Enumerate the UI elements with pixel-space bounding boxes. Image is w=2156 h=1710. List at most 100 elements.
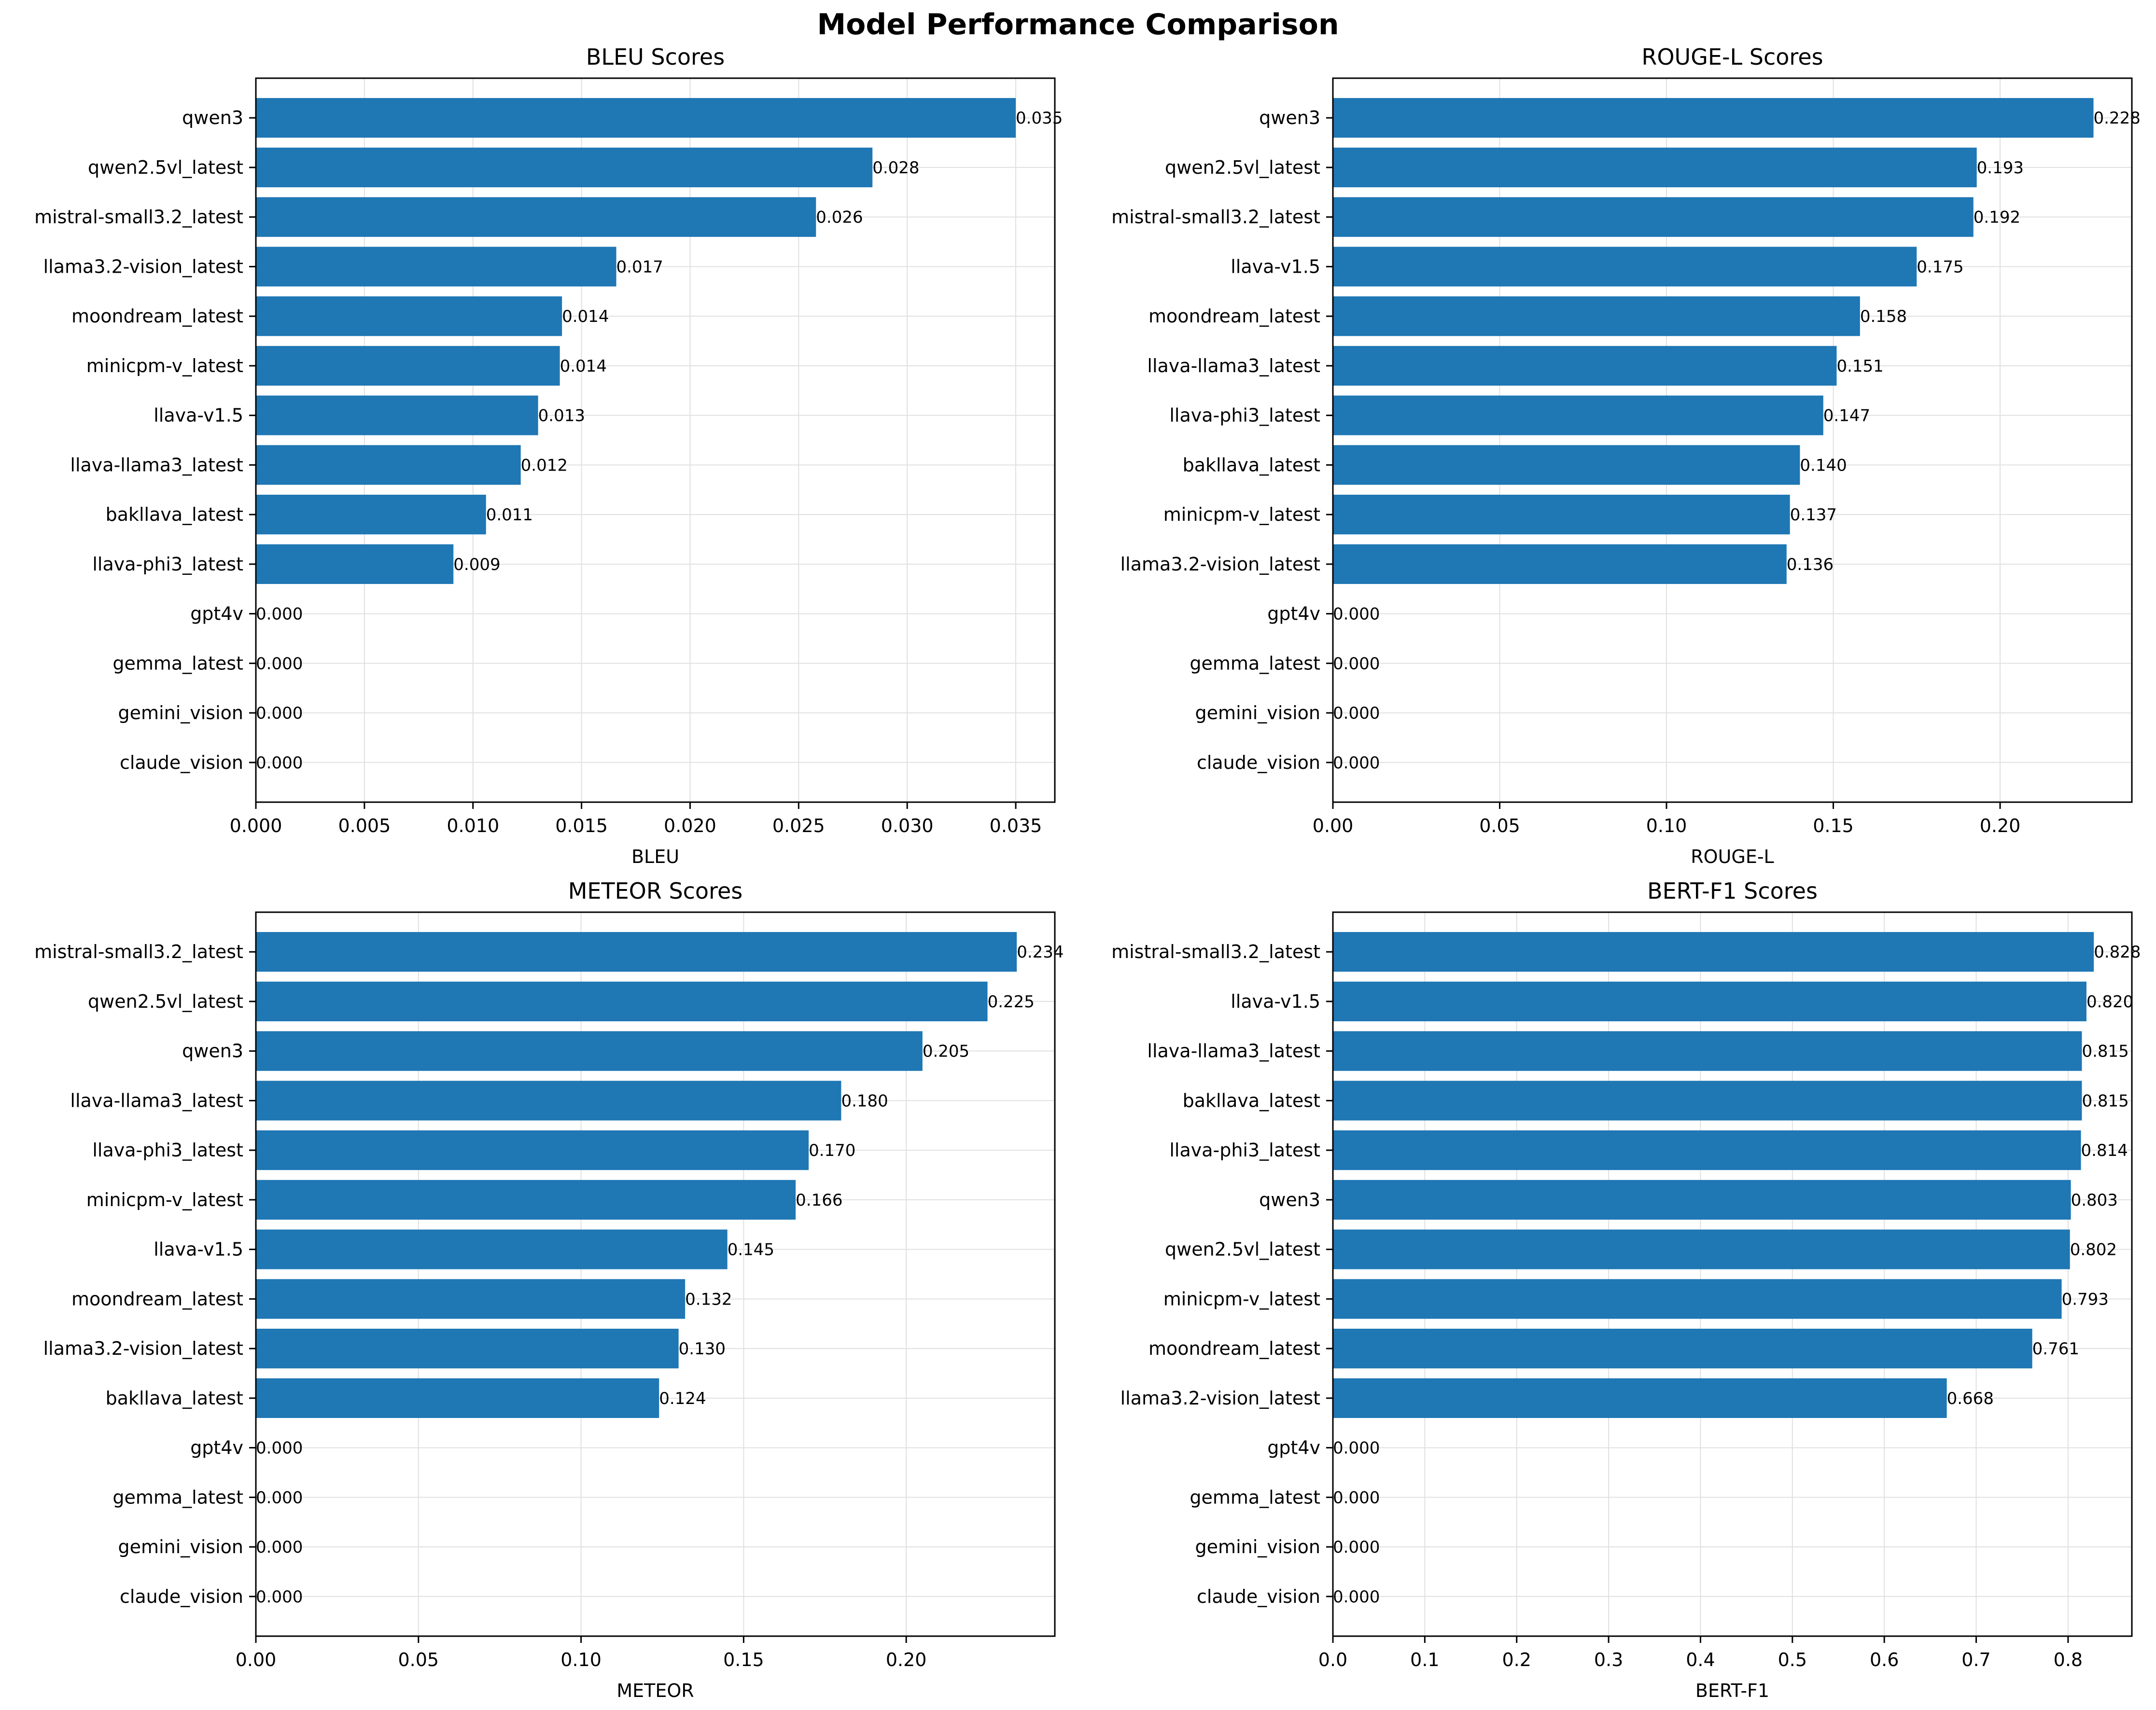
bar [256,346,560,386]
bar [1333,544,1787,584]
x-tick-label: 0.05 [1479,815,1520,836]
x-axis-label: BERT-F1 [1695,1680,1769,1701]
bar [1333,1130,2081,1170]
bar [1333,1180,2071,1220]
y-tick-label: llava-llama3_latest [70,1090,243,1111]
y-tick-label: llama3.2-vision_latest [43,1338,243,1359]
bar [256,1229,728,1269]
plot-frame [1332,911,2133,1637]
y-tick-label: mistral-small3.2_latest [34,207,243,228]
value-label: 0.761 [2032,1339,2079,1359]
bar [1333,197,1974,237]
chart-title: ROUGE-L Scores [1641,44,1823,70]
value-label: 0.132 [685,1290,732,1309]
value-label: 0.815 [2082,1042,2128,1061]
x-axis-label: BLEU [631,846,679,867]
value-label: 0.225 [988,992,1035,1012]
bar [1333,296,1860,336]
y-tick-label: llava-phi3_latest [1169,1140,1320,1161]
bar [1333,98,2094,138]
x-tick-label: 0.05 [398,1649,439,1670]
rouge-l-chart: ROUGE-L Scores 0.00 0.05 0.10 0.15 0.20 0.228 q… [1111,44,2141,867]
value-label: 0.009 [453,555,500,574]
bar [1333,1378,1947,1418]
y-tick-label: llava-v1.5 [154,405,243,426]
value-label: 0.017 [616,257,663,277]
value-label: 0.000 [1333,605,1380,624]
x-tick-label: 0.005 [338,815,391,836]
value-label: 0.147 [1823,406,1870,426]
y-tick-label: llava-phi3_latest [92,1140,243,1161]
x-tick-label: 0.10 [560,1649,602,1670]
value-label: 0.000 [256,1439,303,1458]
bar [1333,1279,2062,1319]
value-label: 0.145 [728,1240,774,1260]
y-tick-label: minicpm-v_latest [86,355,243,376]
x-tick-label: 0.0 [1318,1649,1347,1670]
plot-frame [1332,77,2133,803]
value-label: 0.000 [1333,654,1380,673]
y-tick-label: gpt4v [1267,603,1320,625]
y-tick-label: moondream_latest [71,1288,243,1309]
bar [256,1329,679,1369]
value-label: 0.175 [1917,257,1963,277]
x-tick-label: 0.5 [1778,1649,1807,1670]
y-tick-label: llama3.2-vision_latest [1120,554,1320,575]
y-tick-label: gemma_latest [112,1487,243,1508]
y-tick-label: bakllava_latest [1183,1090,1320,1111]
y-tick-label: claude_vision [1197,1586,1320,1607]
chart-title: BLEU Scores [586,44,725,70]
y-tick-label: moondream_latest [1148,306,1320,327]
x-tick-label: 0.1 [1410,1649,1439,1670]
x-tick-label: 0.15 [1813,815,1854,836]
value-label: 0.166 [796,1191,842,1210]
y-tick-label: mistral-small3.2_latest [34,941,243,962]
chart-title: BERT-F1 Scores [1647,878,1818,904]
value-label: 0.793 [2062,1290,2109,1309]
y-tick-label: gemini_vision [118,702,243,723]
value-label: 0.140 [1800,456,1847,475]
value-label: 0.000 [256,1587,303,1607]
value-label: 0.000 [1333,1587,1380,1607]
bar [1333,1081,2082,1121]
x-tick-label: 0.00 [1313,815,1354,836]
value-label: 0.000 [256,1538,303,1557]
x-tick-label: 0.015 [555,815,608,836]
value-label: 0.012 [521,456,568,475]
value-label: 0.828 [2094,943,2141,962]
y-tick-label: qwen2.5vl_latest [1165,1239,1320,1260]
bar [256,1180,796,1220]
value-label: 0.000 [256,654,303,673]
x-tick-label: 0.20 [886,1649,927,1670]
bar [256,495,486,535]
y-tick-label: llava-v1.5 [1231,256,1320,277]
x-tick-label: 0.10 [1646,815,1687,836]
bert-f1-chart: BERT-F1 Scores 0.0 0.1 0.2 0.3 0.4 0.5 0.6 0.7 0.… [1111,878,2141,1701]
value-label: 0.815 [2082,1091,2128,1111]
y-tick-label: llava-llama3_latest [1147,355,1320,376]
x-tick-label: 0.15 [723,1649,764,1670]
x-tick-label: 0.20 [1980,815,2021,836]
bar [256,98,1016,138]
bar [256,147,873,188]
y-tick-label: gemma_latest [1190,653,1320,674]
bleu-chart: BLEU Scores 0.000 0.005 0.010 0.015 0.020 0.02… [34,44,1063,867]
value-label: 0.137 [1790,505,1837,525]
bar [1333,147,1977,188]
y-tick-label: llama3.2-vision_latest [43,256,243,277]
x-tick-label: 0.2 [1502,1649,1531,1670]
x-tick-label: 0.000 [230,815,282,836]
y-tick-label: gemini_vision [1195,702,1320,723]
value-label: 0.170 [809,1141,855,1160]
x-tick-label: 0.020 [664,815,716,836]
bar [256,395,538,435]
value-label: 0.668 [1947,1389,1994,1408]
value-label: 0.205 [923,1042,969,1061]
bar [1333,932,2094,972]
value-label: 0.013 [538,406,585,426]
value-label: 0.000 [1333,704,1380,723]
value-label: 0.035 [1016,109,1063,128]
y-tick-label: qwen3 [182,107,243,128]
bar [1333,1329,2032,1369]
value-label: 0.180 [841,1091,888,1111]
